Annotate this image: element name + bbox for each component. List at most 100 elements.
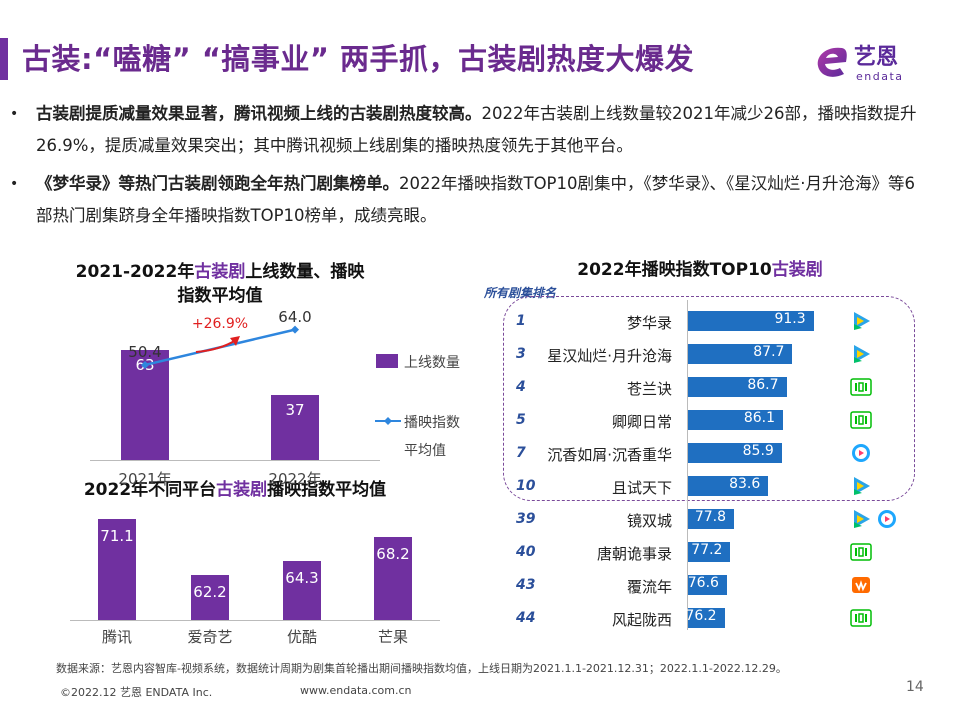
rank-number: 39 [516,511,536,527]
chart1-x-tick: 2022年 [268,470,322,488]
rank-bar: 86.7 [688,377,787,397]
chart2-title-post: 播映指数平均值 [267,480,387,500]
bullet-dot: • [10,176,19,192]
rank-number: 43 [516,577,536,593]
chart2-x-tick: 爱奇艺 [187,628,233,646]
growth-arrow-head [230,336,240,346]
rank-value: 83.6 [729,476,761,492]
tencent-video-icon [850,475,872,497]
rank-value: 86.1 [743,410,775,426]
growth-arrow [195,339,237,353]
rank-row: 4 苍兰诀 86.7 [500,375,920,401]
rank-number: 44 [516,610,536,626]
title-accent-bar [0,38,8,80]
rank-bar: 85.9 [688,443,782,463]
bullet-dot: • [10,106,19,122]
chart3-title-pre: 2022年播映指数TOP10 [577,260,772,280]
legend-index-label-2: 平均值 [404,443,446,459]
youku-video-icon [876,508,898,530]
chart2-bar [191,574,229,620]
rank-title: 卿卿日常 [611,413,672,431]
chart1-title-pre: 2021-2022年 [75,262,195,282]
rank-row: 7 沉香如屑·沉香重华 85.9 [500,441,920,467]
rank-bar: 76.2 [685,608,725,628]
rank-title: 镜双城 [626,512,672,530]
rank-row: 10 且试天下 83.6 [500,474,920,500]
chart1-title-hl: 古装剧 [194,262,246,282]
iqiyi-video-icon [850,376,872,398]
growth-annotation: +26.9% [191,316,249,332]
rank-title: 唐朝诡事录 [596,545,672,563]
rank-bar: 76.6 [688,575,727,595]
rank-value: 76.2 [685,608,717,624]
bullet-2-bold: 《梦华录》等热门古装剧领跑全年热门剧集榜单。 [36,174,399,193]
rank-row: 44 风起陇西 76.2 [500,606,920,632]
rank-bar: 87.7 [688,344,793,364]
rank-number: 3 [516,346,526,362]
rank-value: 86.7 [747,377,779,393]
page-number: 14 [906,679,924,695]
chart2-title-pre: 2022年不同平台 [83,480,217,500]
chart2-x-tick: 优酷 [286,628,317,646]
rank-row: 3 星汉灿烂·月升沧海 87.7 [500,342,920,368]
rank-title: 风起陇西 [611,611,672,629]
chart2-bar-label: 64.3 [285,569,319,588]
chart1-index-label: 64.0 [278,307,312,326]
legend-index-part1: 播映指 [404,415,446,431]
rank-row: 43 覆流年 76.6 [500,573,920,599]
chart1-axis [90,460,380,461]
rank-title: 覆流年 [626,578,672,596]
rank-row: 1 梦华录 91.3 [500,309,920,335]
rank-title: 星汉灿烂·月升沧海 [547,347,672,365]
bullet-1: • 古装剧提质减量效果显著，腾讯视频上线的古装剧热度较高。2022年古装剧上线数… [10,98,920,162]
logo-subtext: endata [856,70,904,83]
chart2-bar-label: 62.2 [193,582,227,601]
chart2-x-tick: 腾讯 [101,628,132,646]
bullet-2: • 《梦华录》等热门古装剧领跑全年热门剧集榜单。2022年播映指数TOP10剧集… [10,168,920,232]
website-link[interactable]: www.endata.com.cn [300,684,412,697]
rank-bar: 77.2 [688,542,731,562]
chart1-index-point [291,325,299,334]
chart2-bar-label: 71.1 [100,526,134,545]
rank-number: 4 [516,379,526,395]
rank-number: 5 [516,412,526,428]
chart1-title-line2: 指数平均值 [177,286,263,306]
chart2-bar [98,518,136,620]
legend-count-label: 上线数量 [404,355,460,371]
youku-video-icon [850,442,872,464]
chart2-bar [283,561,321,620]
logo-text: 艺恩 [854,44,898,70]
top10-highlight-box [503,296,915,501]
rank-number: 40 [516,544,536,560]
bullet-1-bold: 古装剧提质减量效果显著，腾讯视频上线的古装剧热度较高。 [36,104,482,123]
rank-value: 85.9 [742,443,774,459]
chart3-title-hl: 古装剧 [771,260,823,280]
rank-number: 10 [516,478,536,494]
legend-count-swatch [376,354,398,368]
iqiyi-video-icon [850,541,872,563]
iqiyi-video-icon [850,409,872,431]
chart1-bar [271,395,319,460]
rank-value: 76.6 [687,575,719,591]
chart2-bar [374,536,412,620]
legend-index-swatch [375,417,401,425]
tencent-video-icon [850,310,872,332]
rank-bar: 83.6 [688,476,769,496]
source-note: 数据来源：艺恩内容智库-视频系统，数据统计周期为剧集首轮播出期间播映指数均值，上… [56,662,787,675]
chart1-title-post: 上线数量、播映 [245,262,365,282]
copyright: ©2022.12 艺恩 ENDATA Inc. [60,686,213,699]
chart2-x-tick: 芒果 [377,628,408,646]
mango-video-icon [850,574,872,596]
rank-value: 91.3 [774,311,806,327]
tencent-video-icon [850,343,872,365]
chart2-axis [70,620,440,621]
chart1-x-tick: 2021年 [118,470,172,488]
rank-title: 沉香如屑·沉香重华 [547,446,672,464]
rank-title: 苍兰诀 [626,380,672,398]
chart3-title: 2022年播映指数TOP10古装剧 [500,258,900,282]
rank-bar: 77.8 [688,509,735,529]
rank-bar: 86.1 [688,410,783,430]
rank-row: 5 卿卿日常 86.1 [500,408,920,434]
rank-value: 77.8 [694,509,727,525]
logo-icon: 艺恩 endata [817,44,904,83]
